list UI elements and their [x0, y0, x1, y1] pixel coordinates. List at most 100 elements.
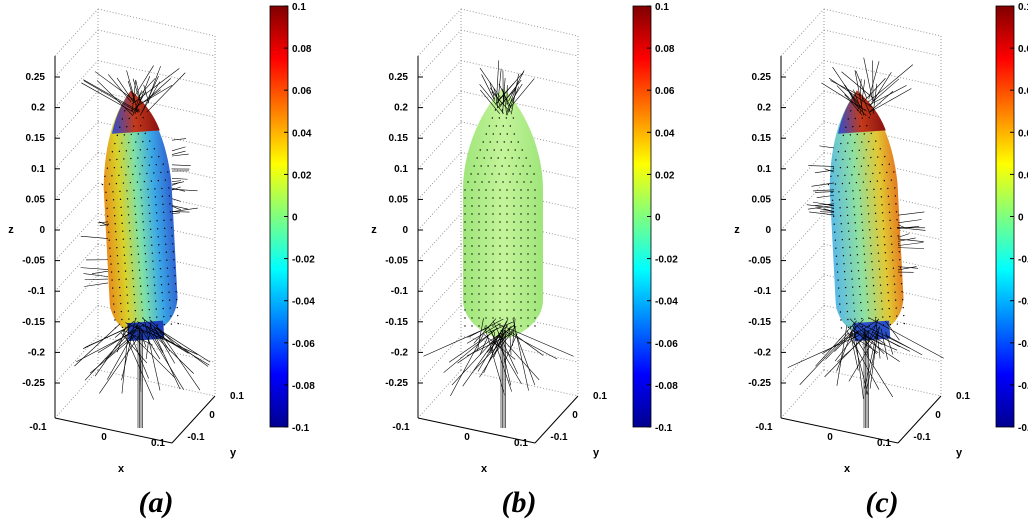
z-tick-label: -0.1: [391, 286, 409, 297]
body-surface: [103, 90, 178, 334]
x-tick-label: -0.1: [755, 422, 773, 433]
colorbar-tick-label: 0.08: [292, 44, 312, 55]
colorbar-tick-label: -0.06: [1018, 339, 1028, 350]
z-tick-label: -0.2: [754, 347, 772, 358]
z-tick-label: -0.05: [385, 256, 408, 267]
colorbar-tick-label: 0.04: [292, 128, 312, 139]
z-tick-label: -0.15: [748, 317, 771, 328]
colorbar-tick-label: 0.04: [655, 128, 675, 139]
panel-2: 0.25 0.2 0.15 0.1 0.05 0 -0.05 -0.1 -0.15 -0.2 -0.…: [371, 2, 678, 519]
z-tick-label: 0.15: [389, 133, 409, 144]
z-tick-label: 0.1: [31, 164, 45, 175]
z-tick-label: -0.2: [391, 347, 409, 358]
y-tick-label: 0.1: [230, 391, 244, 402]
vector-arrows: [423, 60, 574, 428]
z-tick-label: 0.1: [757, 164, 771, 175]
z-tick-label: -0.25: [22, 378, 45, 389]
colorbar-tick-label: 0.06: [655, 86, 675, 97]
colorbar-tick-label: -0.08: [1018, 381, 1028, 392]
colorbar-tick-label: -0.04: [292, 297, 315, 308]
y-tick-label: -0.1: [550, 432, 568, 443]
surface: [74, 65, 211, 428]
z-tick-label: 0.25: [752, 72, 772, 83]
mesh-points: [464, 109, 536, 327]
colorbar-tick-label: -0.08: [655, 381, 678, 392]
base-surface: [853, 320, 891, 342]
y-tick-label: -0.1: [187, 432, 205, 443]
z-axis-label: z: [734, 224, 740, 236]
x-tick-label: 0: [101, 432, 107, 443]
y-axis-label: y: [593, 447, 600, 459]
x-tick-label: 0.1: [514, 438, 528, 449]
colorbar-tick-label: -0.1: [292, 423, 310, 434]
y-tick-label: 0.1: [956, 391, 970, 402]
colorbar-tick-label: -0.08: [292, 381, 315, 392]
y-tick-label: 0: [209, 410, 215, 421]
colorbar-tick-label: -0.02: [1018, 255, 1028, 266]
panel-3: 0.25 0.2 0.15 0.1 0.05 0 -0.05 -0.1 -0.15 -0.2 -0.…: [734, 2, 1028, 519]
colorbar-tick-label: -0.04: [655, 297, 678, 308]
panel-1: 0.25 0.2 0.15 0.1 0.05 0 -0.05 -0.1 -0.15 -0.2 -0.…: [8, 2, 315, 519]
colorbar-tick-label: 0.02: [655, 170, 675, 181]
axes-box: [417, 8, 579, 419]
colorbar-tick-label: -0.1: [655, 423, 673, 434]
x-axis-label: x: [481, 463, 488, 475]
colorbar-tick-label: 0: [1018, 213, 1024, 224]
colorbar-tick-label: 0.04: [1018, 128, 1028, 139]
colorbar-tick-label: 0.06: [1018, 86, 1028, 97]
z-tick-label: -0.2: [28, 347, 46, 358]
colorbar-tick-label: 0.06: [292, 86, 312, 97]
colorbar-tick-label: 0: [292, 213, 298, 224]
z-tick-label: -0.15: [22, 317, 45, 328]
axis-lines: [54, 56, 216, 444]
z-tick-label: 0.15: [26, 133, 46, 144]
colorbar-tick-label: 0.1: [1018, 2, 1028, 13]
x-tick-label: 0: [464, 432, 470, 443]
colorbar-tick-label: -0.1: [1018, 423, 1028, 434]
z-tick-label: 0.2: [394, 103, 408, 114]
z-axis-label: z: [8, 224, 14, 236]
z-tick-label: 0.2: [31, 103, 45, 114]
panel-label: (c): [865, 486, 898, 519]
panel-label: (a): [139, 486, 174, 519]
colorbar-tick-label: 0.02: [1018, 170, 1028, 181]
x-axis-label: x: [844, 463, 851, 475]
z-tick-label: 0.2: [757, 103, 771, 114]
surface: [787, 57, 944, 428]
x-tick-label: 0.1: [877, 438, 891, 449]
z-tick-label: 0: [39, 225, 45, 236]
y-tick-label: 0.1: [593, 391, 607, 402]
y-axis-label: y: [956, 447, 963, 459]
axes-box: [780, 8, 942, 419]
colorbar-tick-label: -0.02: [292, 255, 315, 266]
colorbar-tick-label: 0.02: [292, 170, 312, 181]
body-surface: [463, 88, 543, 338]
mesh-points: [827, 109, 906, 329]
z-tick-label: -0.25: [748, 378, 771, 389]
z-tick-label: 0.25: [389, 72, 409, 83]
z-tick-label: 0.25: [26, 72, 46, 83]
colorbar-tick-label: 0: [655, 213, 661, 224]
colorbar-tick-label: 0.1: [292, 2, 306, 13]
x-tick-label: -0.1: [392, 422, 410, 433]
x-tick-label: 0.1: [151, 438, 165, 449]
body-surface: [829, 90, 904, 334]
tip-surface: [837, 90, 886, 134]
vector-arrows: [74, 65, 211, 428]
z-tick-label: -0.15: [385, 317, 408, 328]
mesh-points: [101, 109, 180, 329]
x-tick-label: 0: [827, 432, 833, 443]
x-axis-label: x: [118, 463, 125, 475]
z-tick-label: 0: [402, 225, 408, 236]
z-tick-label: 0.05: [752, 194, 772, 205]
axis-lines: [417, 56, 579, 444]
colorbar-tick-label: -0.04: [1018, 297, 1028, 308]
axis-lines: [780, 56, 942, 444]
panel-label: (b): [502, 486, 537, 519]
z-axis-label: z: [371, 224, 377, 236]
z-tick-label: -0.05: [22, 256, 45, 267]
colorbar-tick-label: 0.1: [655, 2, 669, 13]
colorbar-tick-label: 0.08: [655, 44, 675, 55]
y-tick-label: 0: [935, 410, 941, 421]
